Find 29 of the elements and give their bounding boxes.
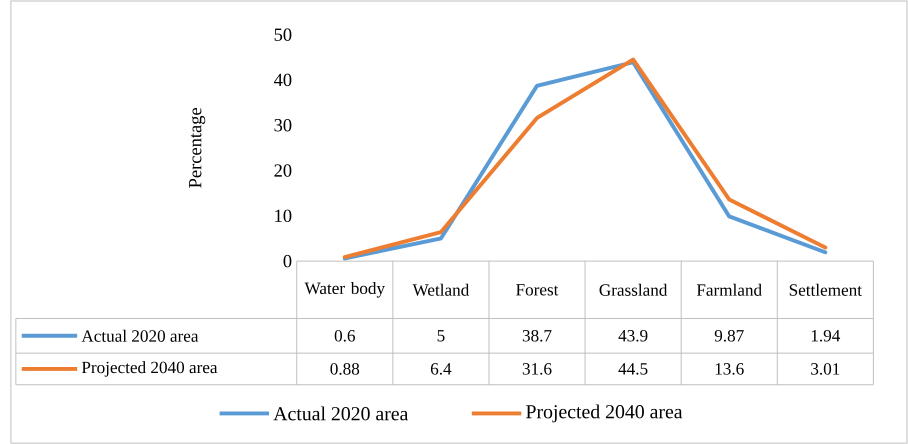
y-axis-title: Percentage xyxy=(189,108,206,188)
data-label: 6.4 xyxy=(430,363,452,375)
y-tick-label: 50 xyxy=(274,28,292,41)
y-tick-label: 10 xyxy=(275,210,292,222)
x-tick-label: Grassland xyxy=(600,284,668,296)
legend-label: Projected 2040 area xyxy=(526,404,682,422)
data-label: 1.94 xyxy=(812,330,840,342)
y-tick-label: 40 xyxy=(274,74,292,86)
data-label: 5 xyxy=(438,330,445,342)
x-tick-label: Water body xyxy=(304,282,385,298)
text: Actual 2020 area xyxy=(82,330,198,342)
x-tick-label: Forest xyxy=(516,284,558,296)
y-tick-label: 20 xyxy=(274,164,292,177)
x-tick-label: Farmland xyxy=(696,284,762,296)
data-label: 44.5 xyxy=(618,363,648,375)
data-label: 13.6 xyxy=(716,363,744,375)
data-label: 9.87 xyxy=(714,330,744,342)
y-tick-label: 30 xyxy=(274,118,292,132)
legend-label: Actual 2020 area xyxy=(273,406,408,420)
data-label: 38.7 xyxy=(522,330,552,342)
x-tick-label: Wetland xyxy=(412,284,470,296)
data-label: 31.6 xyxy=(522,363,552,375)
data-label: 43.9 xyxy=(618,330,648,342)
data-label: 0.88 xyxy=(330,363,360,375)
text: Projected 2040 area xyxy=(82,361,218,377)
y-tick-label: 0 xyxy=(284,254,292,268)
data-label: 3.01 xyxy=(811,363,840,375)
x-tick-label: Settlement xyxy=(790,284,862,296)
data-label: 0.6 xyxy=(334,330,355,342)
